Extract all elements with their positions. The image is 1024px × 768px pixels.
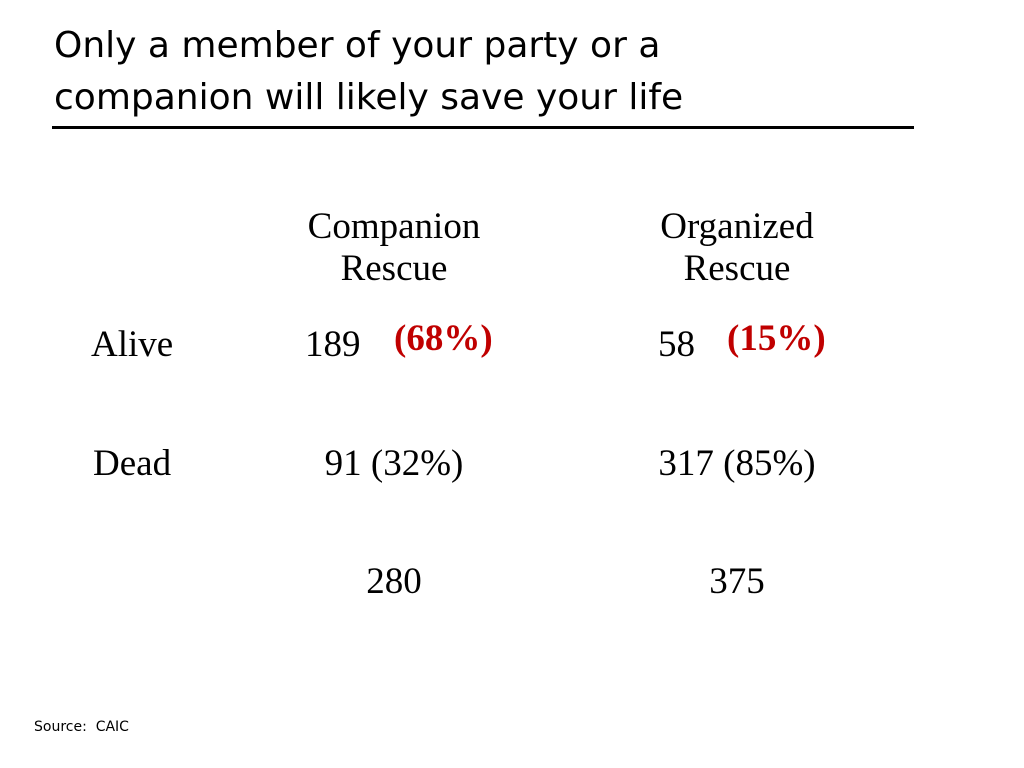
header-companion-line-1: Companion: [307, 206, 481, 247]
alive-organized-count: 58: [658, 324, 695, 365]
total-companion: 280: [366, 561, 422, 602]
header-organized-line-1: Organized: [660, 206, 814, 247]
header-companion-line-2: Rescue: [340, 248, 448, 289]
title-underline: [52, 126, 914, 129]
header-organized-line-2: Rescue: [683, 248, 791, 289]
total-organized: 375: [709, 561, 765, 602]
source-note: Source: CAIC: [34, 719, 129, 735]
title-line-1: Only a member of your party or a: [54, 25, 661, 66]
row-label-dead: Dead: [93, 443, 172, 484]
alive-organized-percent: (15%): [727, 318, 826, 359]
alive-companion-count: 189: [305, 324, 361, 365]
dead-organized-value: 317 (85%): [658, 443, 816, 484]
header-organized-rescue: Organized Rescue: [627, 206, 847, 290]
row-label-alive: Alive: [91, 324, 174, 365]
slide-title: Only a member of your party or a compani…: [54, 20, 934, 124]
dead-companion-value: 91 (32%): [324, 443, 464, 484]
alive-companion-percent: (68%): [394, 318, 493, 359]
header-companion-rescue: Companion Rescue: [284, 206, 504, 290]
title-line-2: companion will likely save your life: [54, 77, 684, 118]
